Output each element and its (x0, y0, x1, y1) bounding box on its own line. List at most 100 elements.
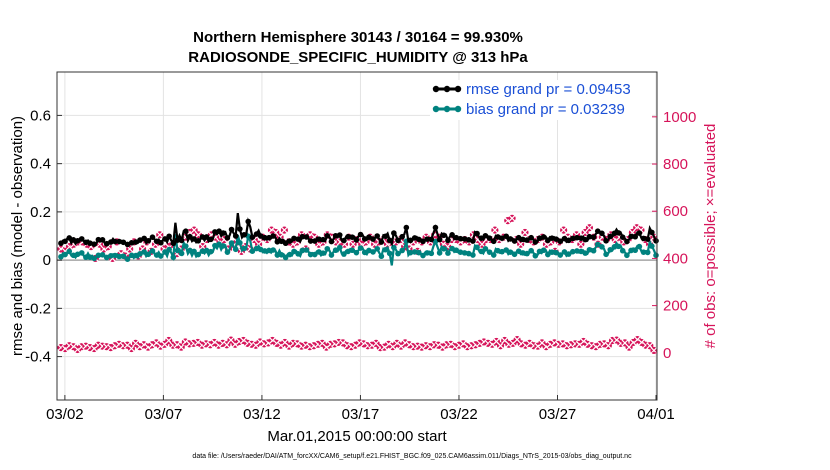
rmse-point (295, 236, 301, 242)
rmse-point (203, 234, 210, 240)
chart-subtitle: RADIOSONDE_SPECIFIC_HUMIDITY @ 313 hPa (188, 49, 528, 66)
series-bias (58, 232, 659, 266)
bias-point (262, 248, 268, 254)
bias-point (540, 247, 547, 254)
rmse-point (336, 232, 343, 238)
bias-point (482, 245, 489, 252)
rmse-point (520, 236, 526, 243)
rmse-point (328, 238, 335, 245)
rmse-point (245, 218, 252, 225)
bias-point (640, 249, 647, 255)
bias-point (624, 252, 630, 259)
bias-point (128, 252, 135, 259)
rmse-point (582, 236, 589, 243)
bias-point (453, 247, 460, 254)
bias-point (353, 249, 360, 256)
y-right-tick-label: 400 (663, 250, 688, 267)
bias-point (557, 252, 564, 258)
y-right-tick-label: 800 (663, 156, 688, 173)
bias-point (382, 246, 389, 253)
plot-frame (56, 71, 658, 401)
bias-point (278, 252, 285, 258)
rmse-point (403, 224, 410, 231)
rmse-point (58, 240, 64, 247)
bias-point (628, 247, 634, 254)
rmse-point (590, 234, 597, 241)
rmse-point (553, 236, 559, 242)
bias-point (320, 250, 326, 256)
rmse-point (478, 235, 485, 241)
bias-point (341, 251, 347, 257)
obs-cross (517, 240, 525, 248)
y-axis-label-right: # of obs: o=possible; ×=evaluated (702, 124, 719, 349)
rmse-point (345, 233, 351, 240)
rmse-point (636, 230, 643, 236)
bias-point (336, 244, 343, 251)
rmse-point (532, 239, 539, 245)
bias-point (594, 241, 601, 248)
rmse-point (270, 233, 276, 239)
bias-point (66, 248, 73, 255)
bias-point (507, 249, 514, 255)
bias-point (653, 252, 659, 259)
obs-cross (560, 226, 568, 234)
bias-point (170, 254, 177, 261)
y-tick-label: -0.2 (25, 300, 51, 317)
rmse-point (112, 238, 118, 245)
bias-point (428, 250, 435, 257)
bias-point (411, 249, 418, 255)
bias-point (58, 253, 64, 260)
rmse-point (253, 231, 260, 237)
bias-point (582, 250, 589, 256)
rmse-point (611, 230, 618, 237)
rmse-point (511, 238, 518, 244)
bias-point (545, 251, 551, 258)
rmse-point (170, 240, 177, 247)
rmse-point (332, 232, 339, 239)
x-axis-label: Mar.01,2015 00:00:00 start (267, 428, 447, 445)
bias-point (124, 256, 131, 262)
rmse-point (262, 234, 268, 241)
rmse-point (316, 236, 322, 242)
rmse-point (199, 234, 206, 240)
bias-point (311, 251, 318, 258)
rmse-point (349, 234, 356, 241)
rmse-point (457, 235, 464, 242)
rmse-point (428, 236, 435, 243)
legend-bias-marker-2 (443, 105, 451, 113)
rmse-point (311, 238, 318, 244)
rmse-point (158, 239, 164, 246)
rmse-point (565, 237, 572, 244)
rmse-point (120, 239, 127, 246)
bias-point (549, 249, 555, 255)
rmse-point (287, 238, 293, 244)
legend-rmse-marker-3 (454, 85, 462, 93)
rmse-point (78, 236, 85, 242)
bias-point (228, 240, 235, 246)
rmse-point (66, 235, 73, 241)
x-tick-label: 03/17 (342, 406, 380, 423)
rmse-point (178, 237, 185, 244)
rmse-point (241, 231, 247, 238)
rmse-point (436, 236, 443, 243)
bias-point (91, 255, 98, 262)
rmse-point (320, 236, 326, 243)
rmse-point (445, 237, 451, 244)
rmse-point (507, 236, 514, 242)
rmse-point (619, 234, 626, 241)
bias-point (607, 246, 614, 253)
y-right-tick-label: 600 (663, 203, 688, 220)
rmse-point (249, 234, 256, 241)
bias-point (569, 248, 576, 255)
footer-data-file: data file: /Users/raeder/DAI/ATM_forcXX/… (192, 453, 632, 460)
rmse-point (540, 234, 547, 240)
rmse-point (141, 235, 147, 242)
x-axis: 03/02 03/07 03/12 03/17 03/22 03/27 04/01 (46, 395, 675, 423)
obs-cross (604, 342, 612, 350)
bias-point (528, 247, 534, 254)
bias-point (636, 243, 643, 250)
bias-point (83, 254, 89, 261)
bias-point (644, 249, 651, 256)
rmse-point (499, 235, 505, 241)
bias-point (370, 249, 376, 255)
